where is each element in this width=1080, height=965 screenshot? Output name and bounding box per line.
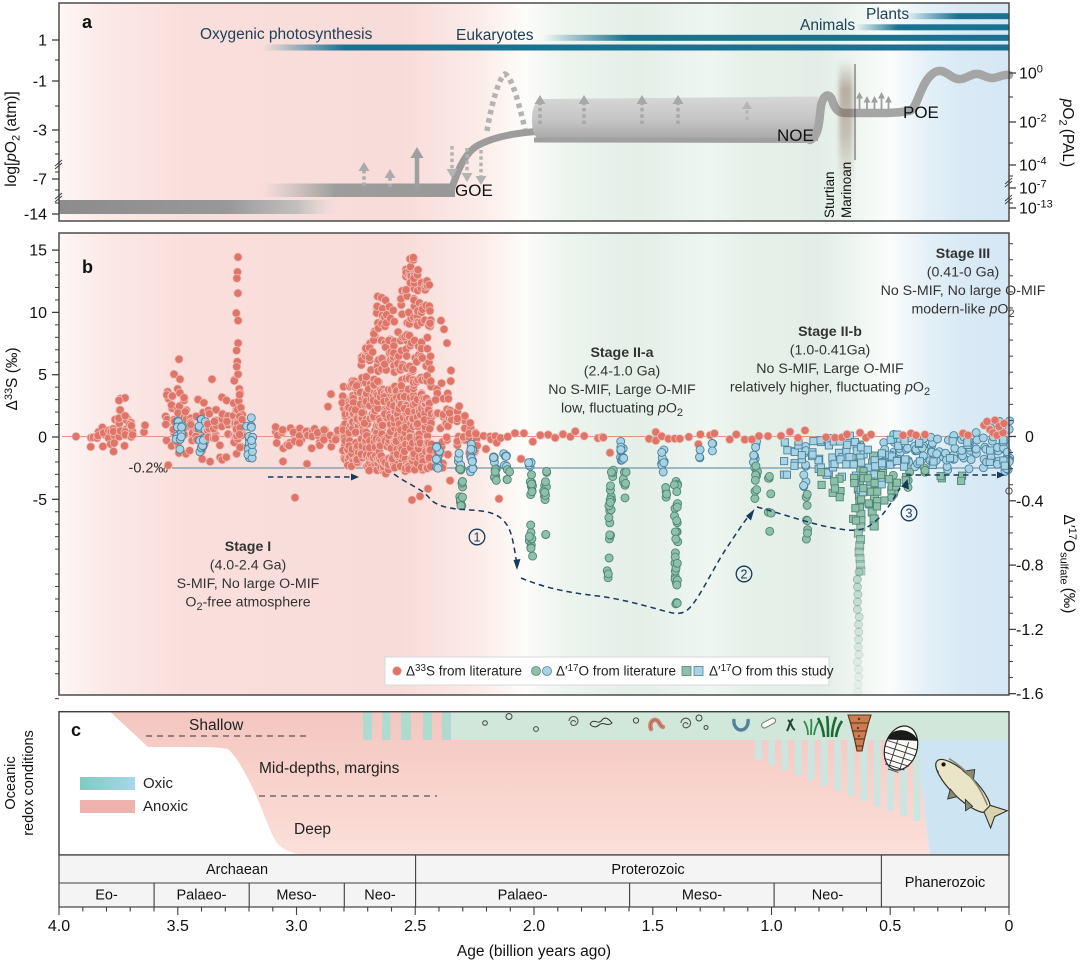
svg-text:Palaeo-: Palaeo- xyxy=(498,888,548,904)
svg-text:Shallow: Shallow xyxy=(189,717,244,734)
svg-text:-5: -5 xyxy=(33,492,47,509)
svg-text:-0.4: -0.4 xyxy=(1016,493,1044,510)
svg-text:a: a xyxy=(82,12,93,32)
svg-text:pO2 (PAL): pO2 (PAL) xyxy=(1057,98,1077,167)
svg-text:Stage II-b: Stage II-b xyxy=(798,324,862,340)
svg-text:Archaean: Archaean xyxy=(206,862,268,878)
svg-text:Animals: Animals xyxy=(800,17,855,34)
svg-text:Stage III: Stage III xyxy=(936,246,990,262)
svg-text:GOE: GOE xyxy=(455,181,493,200)
svg-text:-7: -7 xyxy=(33,172,47,189)
svg-text:1: 1 xyxy=(474,531,481,545)
svg-text:2.0: 2.0 xyxy=(523,918,545,935)
svg-text:Eo-: Eo- xyxy=(95,888,118,904)
svg-text:(0.41-0 Ga): (0.41-0 Ga) xyxy=(927,265,1000,281)
svg-text:Δ33S (‰): Δ33S (‰) xyxy=(3,347,21,410)
svg-text:Eukaryotes: Eukaryotes xyxy=(456,27,534,44)
svg-text:Anoxic: Anoxic xyxy=(143,798,189,815)
svg-text:Δ33S from literature: Δ33S from literature xyxy=(406,663,522,679)
svg-text:Plants: Plants xyxy=(866,6,909,23)
svg-text:No S-MIF, Large O-MIF: No S-MIF, Large O-MIF xyxy=(548,382,696,398)
svg-text:100: 100 xyxy=(1019,64,1043,83)
svg-text:0: 0 xyxy=(1025,429,1034,446)
svg-text:low, fluctuating pO2: low, fluctuating pO2 xyxy=(561,401,683,420)
svg-text:1: 1 xyxy=(38,33,47,50)
svg-text:3: 3 xyxy=(906,507,913,521)
svg-text:modern-like pO2: modern-like pO2 xyxy=(911,302,1014,321)
svg-text:1.0: 1.0 xyxy=(760,918,782,935)
svg-text:-1.2: -1.2 xyxy=(1016,622,1044,639)
svg-text:POE: POE xyxy=(903,103,939,122)
svg-text:Stage I: Stage I xyxy=(225,539,272,555)
svg-text:Δ′17O from literature: Δ′17O from literature xyxy=(556,663,676,679)
svg-text:0.5: 0.5 xyxy=(879,918,901,935)
svg-text:Stage II-a: Stage II-a xyxy=(590,345,653,361)
svg-text:1.5: 1.5 xyxy=(642,918,664,935)
svg-text:O2-free atmosphere: O2-free atmosphere xyxy=(185,595,310,614)
svg-text:Δ′17O from this study: Δ′17O from this study xyxy=(709,663,834,679)
svg-text:15: 15 xyxy=(29,243,47,260)
svg-text:10-7: 10-7 xyxy=(1019,179,1047,198)
svg-text:log[pO2 (atm)]: log[pO2 (atm)] xyxy=(3,91,23,186)
svg-text:2: 2 xyxy=(741,568,748,582)
svg-text:Proterozoic: Proterozoic xyxy=(611,862,684,878)
svg-text:0: 0 xyxy=(38,430,47,447)
svg-text:-0.8: -0.8 xyxy=(1016,558,1044,575)
svg-text:10: 10 xyxy=(29,305,47,322)
svg-text:-3: -3 xyxy=(33,123,47,140)
svg-text:Sturtian: Sturtian xyxy=(822,171,837,218)
svg-text:No S-MIF, No large O-MIF: No S-MIF, No large O-MIF xyxy=(881,283,1046,299)
svg-text:Oceanic: Oceanic xyxy=(3,756,19,809)
svg-text:c: c xyxy=(71,720,81,740)
svg-text:3.0: 3.0 xyxy=(285,918,307,935)
svg-text:(2.4-1.0 Ga): (2.4-1.0 Ga) xyxy=(584,364,661,380)
svg-text:3.5: 3.5 xyxy=(167,918,189,935)
svg-text:-0.2‰: -0.2‰ xyxy=(129,461,169,477)
svg-text:10-13: 10-13 xyxy=(1019,199,1053,218)
svg-text:Δ′17Osulfate (‰): Δ′17Osulfate (‰) xyxy=(1058,515,1079,614)
svg-text:2.5: 2.5 xyxy=(404,918,426,935)
svg-text:S-MIF, No large O-MIF: S-MIF, No large O-MIF xyxy=(177,576,320,592)
svg-text:No S-MIF, Large O-MIF: No S-MIF, Large O-MIF xyxy=(756,361,904,377)
svg-text:0: 0 xyxy=(1005,918,1014,935)
svg-text:Oxygenic photosynthesis: Oxygenic photosynthesis xyxy=(200,26,373,43)
svg-text:redox conditions: redox conditions xyxy=(21,730,37,836)
svg-text:Oxic: Oxic xyxy=(143,775,174,792)
svg-text:10-2: 10-2 xyxy=(1019,113,1047,132)
svg-text:-14: -14 xyxy=(24,207,47,224)
svg-text:Palaeo-: Palaeo- xyxy=(177,888,227,904)
svg-text:10-4: 10-4 xyxy=(1019,156,1047,175)
svg-text:(1.0-0.41Ga): (1.0-0.41Ga) xyxy=(790,343,870,359)
svg-text:b: b xyxy=(82,257,93,277)
svg-text:4.0: 4.0 xyxy=(48,918,70,935)
svg-text:Phanerozoic: Phanerozoic xyxy=(905,875,986,891)
svg-text:Neo-: Neo- xyxy=(812,888,844,904)
svg-text:Meso-: Meso- xyxy=(682,888,722,904)
svg-text:(4.0-2.4 Ga): (4.0-2.4 Ga) xyxy=(210,558,287,574)
svg-text:Mid-depths, margins: Mid-depths, margins xyxy=(259,760,400,777)
svg-text:-1: -1 xyxy=(33,74,47,91)
svg-text:-1.6: -1.6 xyxy=(1016,686,1044,703)
svg-text:Meso-: Meso- xyxy=(276,888,316,904)
svg-text:NOE: NOE xyxy=(777,126,814,145)
svg-text:Neo-: Neo- xyxy=(364,888,396,904)
svg-text:Deep: Deep xyxy=(294,821,331,838)
svg-text:Marinoan: Marinoan xyxy=(839,162,854,218)
svg-text:Age (billion years ago): Age (billion years ago) xyxy=(457,943,611,960)
svg-text:relatively higher, fluctuating: relatively higher, fluctuating pO2 xyxy=(730,380,930,399)
svg-text:5: 5 xyxy=(38,367,47,384)
